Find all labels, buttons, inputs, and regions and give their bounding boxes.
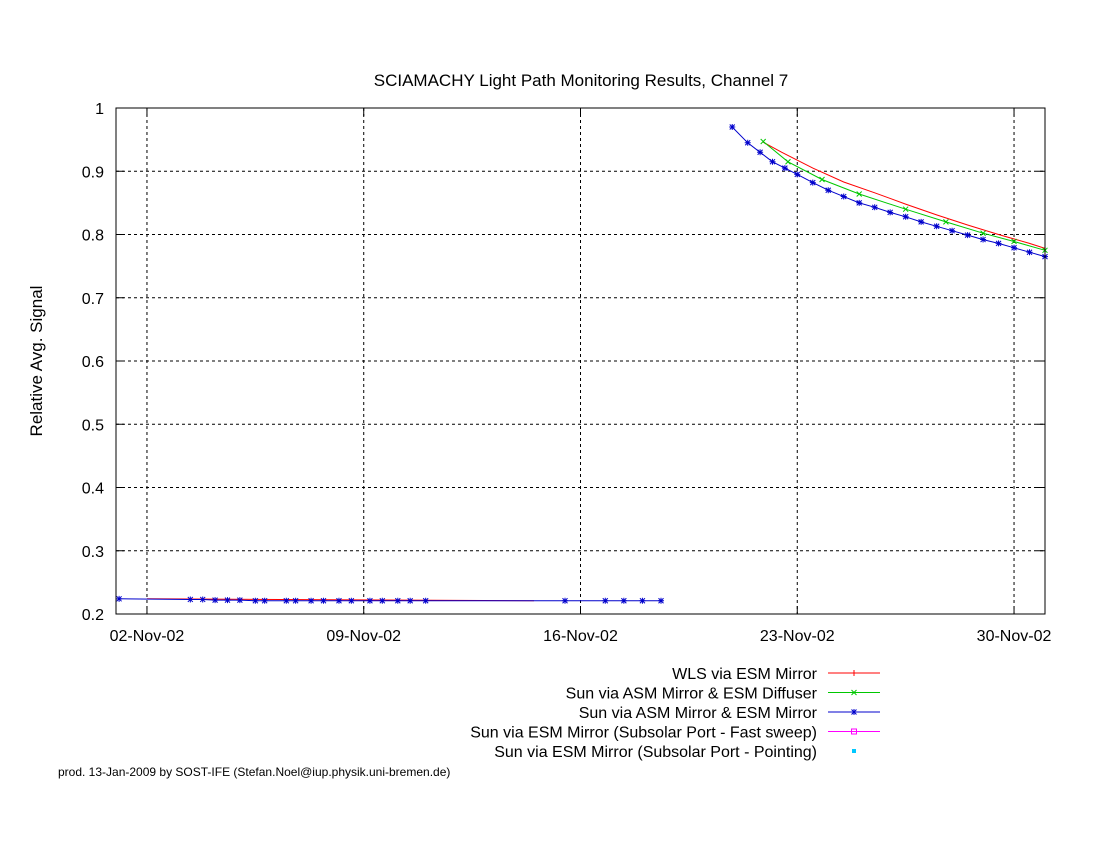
y-tick-label: 0.5 [82,417,104,434]
data-point-marker [639,597,646,604]
data-point-marker [871,204,878,211]
legend-label: Sun via ESM Mirror (Subsolar Port - Fast… [470,725,817,742]
data-point-marker [379,597,386,604]
data-point-marker [602,597,609,604]
data-point-marker [851,670,857,676]
data-point-marker [819,176,825,183]
data-point-marker [283,597,290,604]
data-point-marker [1011,244,1018,251]
data-point-marker [729,123,736,130]
data-point-marker [236,597,243,604]
data-point-marker [856,199,863,206]
data-point-marker [1026,249,1033,256]
data-point-marker [760,138,767,145]
data-point-marker [320,597,327,604]
series-layer [116,123,1048,604]
data-point-marker [852,749,856,753]
data-point-marker [840,193,847,200]
y-axis-label: Relative Avg. Signal [27,286,46,437]
data-point-marker [620,597,627,604]
data-point-marker [794,171,801,178]
data-point-marker [980,230,986,237]
chart-title: SCIAMACHY Light Path Monitoring Results,… [374,71,789,90]
data-point-marker [949,227,956,234]
y-tick-label: 0.8 [82,228,104,245]
data-point-marker [902,213,909,220]
data-point-marker [187,596,194,603]
data-point-marker [851,709,857,715]
data-point-marker [851,689,857,696]
data-point-marker [292,597,299,604]
legend-label: WLS via ESM Mirror [672,666,818,683]
data-point-marker [943,218,949,225]
series-3 [116,123,1048,604]
data-point-marker [308,597,315,604]
data-point-marker [964,232,971,239]
data-point-marker [851,728,857,735]
data-point-marker [212,597,219,604]
data-point-marker [562,597,569,604]
data-point-marker [199,596,206,603]
data-point-marker [261,597,268,604]
data-point-marker [918,218,925,225]
y-tick-label: 0.6 [82,354,104,371]
data-point-marker [980,236,987,243]
legend-label: Sun via ESM Mirror (Subsolar Port - Poin… [494,744,817,761]
y-tick-label: 0.3 [82,544,104,561]
data-point-marker [744,139,751,146]
y-tick-label: 0.4 [82,481,104,498]
plot-frame [115,107,1046,615]
data-point-marker [348,597,355,604]
data-point-marker [394,597,401,604]
x-tick-label: 02-Nov-02 [110,628,185,645]
data-point-marker [856,191,863,197]
data-point-marker [902,206,909,213]
y-tick-label: 0.9 [82,164,104,181]
data-point-marker [407,597,414,604]
data-point-marker [658,597,665,604]
series-line [731,126,1046,258]
data-point-marker [757,149,764,156]
legend-label: Sun via ASM Mirror & ESM Diffuser [566,686,818,703]
data-point-marker [809,179,816,186]
y-tick-label: 0.7 [82,291,104,308]
data-point-marker [825,187,832,194]
series-line [762,141,1046,249]
data-point-marker [366,597,373,604]
axes: 0.2 0.3 0.4 0.5 0.6 0.7 0.8 0.9 1 02-Nov-02 09-Nov… [82,101,1052,645]
series-2 [760,138,1048,254]
x-tick-label: 23-Nov-02 [760,628,835,645]
data-point-marker [887,209,894,216]
y-tick-label: 0.2 [82,607,104,624]
footer-credit: prod. 13-Jan-2009 by SOST-IFE (Stefan.No… [58,765,450,779]
data-point-marker [116,595,123,602]
x-tick-label: 09-Nov-02 [326,628,401,645]
data-point-marker [224,597,231,604]
data-point-marker [769,158,776,165]
data-point-marker [335,597,342,604]
y-tick-label: 1 [95,101,104,118]
series-line [762,141,1046,251]
data-point-marker [422,597,429,604]
legend: WLS via ESM Mirror Sun via ASM Mirror & E… [470,666,880,761]
x-tick-label: 16-Nov-02 [543,628,618,645]
grid-lines [116,108,1045,614]
data-point-marker [252,597,259,604]
data-point-marker [933,223,940,230]
data-point-marker [1011,238,1017,245]
data-point-marker [785,158,791,165]
legend-label: Sun via ASM Mirror & ESM Mirror [579,705,818,722]
data-point-marker [995,240,1002,247]
x-tick-label: 30-Nov-02 [977,628,1052,645]
data-point-marker [781,165,788,172]
